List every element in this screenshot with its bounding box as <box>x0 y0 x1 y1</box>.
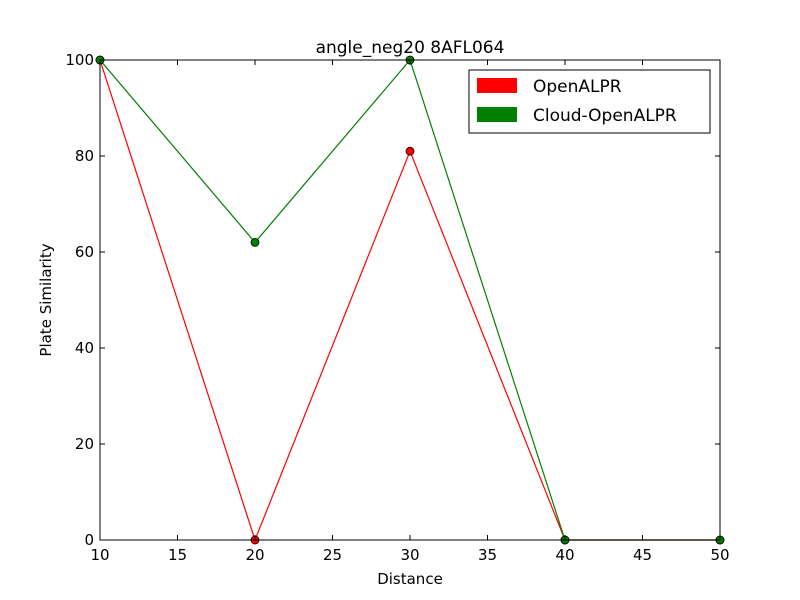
x-tick-label: 20 <box>245 546 264 564</box>
x-tick-label: 15 <box>168 546 187 564</box>
x-tick-label: 45 <box>633 546 652 564</box>
x-axis-label: Distance <box>377 570 443 588</box>
x-tick-label: 10 <box>90 546 109 564</box>
y-tick-label: 40 <box>75 339 94 357</box>
x-tick-label: 30 <box>400 546 419 564</box>
data-point-openalpr <box>405 146 415 156</box>
legend-label: OpenALPR <box>533 77 622 97</box>
x-tick-label: 40 <box>555 546 574 564</box>
ticks-layer: 10 15 20 25 30 35 40 45 50 0 20 40 60 80 100 <box>65 51 729 564</box>
x-tick-label: 50 <box>710 546 729 564</box>
x-tick-label: 25 <box>323 546 342 564</box>
chart-title: angle_neg20 8AFL064 <box>316 38 505 58</box>
legend-swatch <box>477 78 517 93</box>
y-tick-label: 80 <box>75 147 94 165</box>
legend-label: Cloud-OpenALPR <box>533 106 677 126</box>
legend: OpenALPR Cloud-OpenALPR <box>468 69 711 134</box>
y-tick-label: 20 <box>75 435 94 453</box>
y-axis-label: Plate Similarity <box>37 243 55 356</box>
y-tick-label: 0 <box>84 531 94 549</box>
data-point-cloud-openalpr <box>250 237 260 247</box>
x-tick-label: 35 <box>478 546 497 564</box>
y-tick-label: 100 <box>65 51 94 69</box>
legend-swatch <box>477 107 517 122</box>
y-tick-label: 60 <box>75 243 94 261</box>
